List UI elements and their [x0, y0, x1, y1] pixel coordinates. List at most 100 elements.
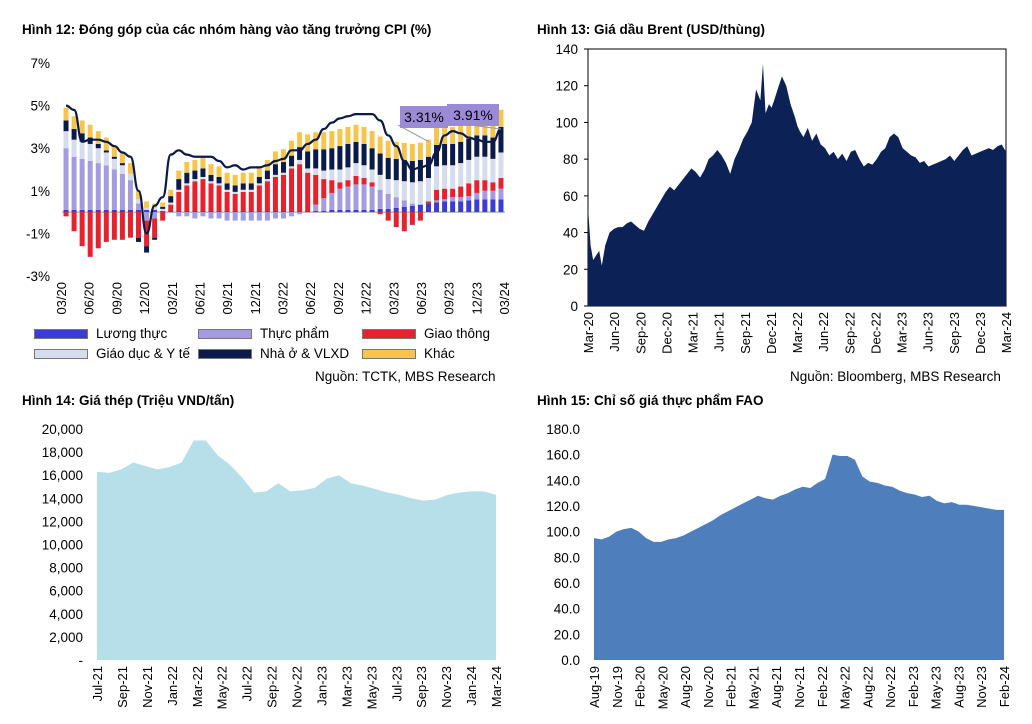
bar-segment: [281, 149, 286, 163]
bar-segment: [297, 211, 303, 213]
bar-segment: [297, 212, 303, 215]
bar-segment: [264, 212, 270, 221]
area-series: [588, 63, 1006, 306]
bar-segment: [103, 152, 109, 166]
x-tick-label: 03/22: [276, 282, 291, 315]
y-tick-label: 3%: [30, 141, 50, 156]
legend-label: Nhà ở & VLXD: [260, 346, 350, 361]
bar-segment: [200, 157, 206, 169]
x-tick-label: Aug-23: [951, 666, 966, 708]
chart12-title: Hình 12: Đóng góp của các nhóm hàng vào …: [22, 22, 432, 37]
bar-segment: [176, 170, 182, 180]
bar-segment: [369, 169, 375, 183]
bar-segment: [272, 212, 278, 219]
bar-segment: [337, 146, 343, 170]
x-tick-label: 06/21: [192, 282, 207, 315]
bar-segment: [144, 212, 150, 221]
bar-segment: [184, 185, 190, 212]
bar-segment: [232, 174, 238, 186]
bar-segment: [176, 211, 182, 213]
bar-segment: [136, 237, 142, 242]
bar-segment: [256, 166, 262, 177]
bar-segment: [192, 170, 198, 180]
bar-segment: [337, 182, 343, 189]
bar-segment: [87, 209, 93, 213]
x-tick-label: Sep-21: [738, 312, 753, 354]
bar-segment: [458, 186, 464, 198]
bar-segment: [337, 209, 343, 213]
bar-segment: [425, 156, 431, 179]
chart14-title: Hình 14: Giá thép (Triệu VND/tấn): [22, 393, 235, 408]
bar-segment: [192, 179, 198, 182]
bar-segment: [450, 197, 456, 202]
x-tick-label: 06/23: [414, 282, 429, 315]
bar-segment: [297, 159, 303, 165]
bar-segment: [200, 179, 206, 212]
bar-segment: [474, 156, 480, 181]
x-tick-label: Dec-22: [868, 312, 883, 354]
bar-segment: [127, 163, 133, 174]
bar-segment: [305, 172, 311, 212]
bar-segment: [409, 205, 415, 213]
legend-item-thuc-pham: Thực phẩm: [198, 326, 329, 341]
x-tick-label: Mar-24: [999, 312, 1014, 353]
x-tick-label: 09/21: [220, 282, 235, 315]
bar-segment: [313, 168, 319, 175]
bar-segment: [474, 118, 480, 136]
bar-segment: [474, 180, 480, 193]
legend-swatch: [362, 348, 416, 359]
x-tick-label: Dec-20: [659, 312, 674, 354]
bar-segment: [111, 156, 117, 159]
bar-segment: [160, 206, 166, 209]
bar-segment: [345, 186, 351, 210]
bar-segment: [136, 203, 142, 210]
bar-segment: [289, 155, 295, 167]
bar-segment: [256, 211, 262, 213]
bar-segment: [192, 159, 198, 171]
bar-segment: [264, 181, 270, 212]
bar-segment: [434, 202, 440, 213]
bar-segment: [95, 143, 101, 149]
bar-segment: [240, 189, 246, 192]
bar-segment: [79, 120, 85, 134]
bar-segment: [353, 175, 359, 185]
x-tick-label: Dec-21: [764, 312, 779, 354]
bar-segment: [160, 208, 166, 212]
bar-segment: [87, 212, 93, 257]
x-tick-label: Nov-19: [610, 666, 625, 708]
bar-segment: [119, 173, 125, 210]
bar-segment: [71, 139, 77, 157]
bar-segment: [490, 182, 496, 191]
bar-segment: [401, 206, 407, 213]
bar-segment: [184, 212, 190, 217]
x-tick-label: Mar-23: [895, 312, 910, 353]
x-tick-label: Sep-22: [265, 666, 280, 708]
x-tick-label: Aug-20: [678, 666, 693, 708]
bar-segment: [434, 166, 440, 190]
y-tick-label: 60.0: [554, 576, 580, 591]
bar-segment: [450, 201, 456, 213]
bar-segment: [79, 133, 85, 142]
bar-segment: [458, 163, 464, 187]
legend-item-khac: Khác: [362, 346, 455, 361]
y-tick-label: 180.0: [546, 422, 580, 437]
bar-segment: [71, 156, 77, 210]
chart15-title: Hình 15: Chỉ số giá thực phẩm FAO: [537, 393, 764, 408]
bar-segment: [248, 189, 254, 192]
bar-segment: [200, 168, 206, 177]
x-tick-label: Dec-23: [973, 312, 988, 354]
bar-segment: [498, 199, 504, 213]
x-tick-label: Feb-24: [997, 666, 1012, 707]
bar-segment: [111, 146, 117, 157]
bar-segment: [329, 209, 335, 213]
x-tick-label: 12/21: [248, 282, 263, 315]
bar-segment: [450, 126, 456, 144]
bar-segment: [289, 211, 295, 213]
bar-segment: [63, 212, 69, 217]
y-tick-label: 2,000: [49, 630, 83, 645]
bar-segment: [103, 150, 109, 153]
bar-segment: [87, 143, 93, 161]
bar-segment: [337, 129, 343, 147]
x-tick-label: Mar-22: [190, 666, 205, 707]
bar-segment: [136, 209, 142, 213]
